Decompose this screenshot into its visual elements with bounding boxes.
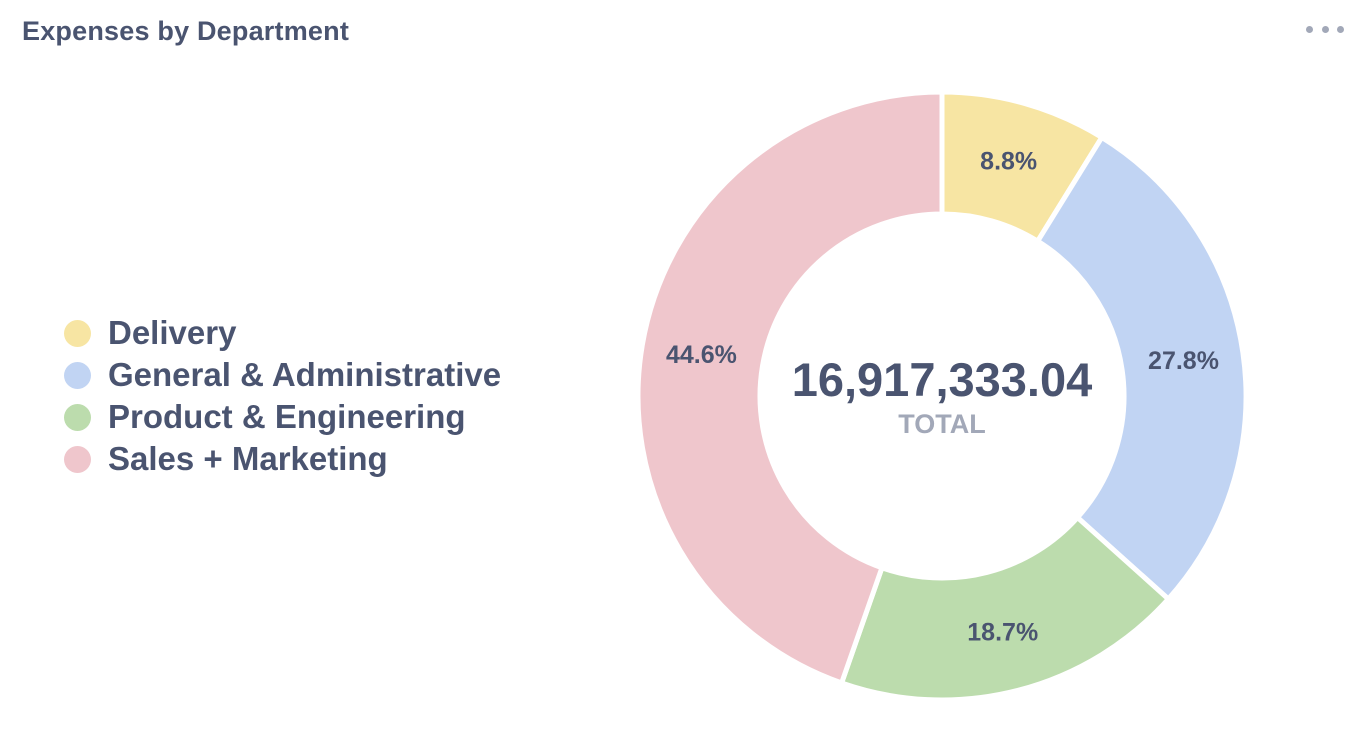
slice-percent-label: 27.8%	[1148, 347, 1219, 375]
legend-label: General & Administrative	[108, 356, 502, 393]
legend-item-delivery[interactable]: Delivery	[64, 312, 501, 354]
legend-label: Product & Engineering	[108, 398, 466, 435]
legend-swatch-sales-marketing	[64, 445, 91, 473]
legend-swatch-general-administrative	[64, 361, 91, 389]
slice-percent-label: 44.6%	[666, 341, 737, 369]
donut-slice-general-administrative[interactable]	[1035, 134, 1249, 602]
legend-label: Sales + Marketing	[108, 440, 388, 477]
donut-slice-sales-marketing[interactable]	[635, 89, 945, 686]
legend-item-general-administrative[interactable]: General & Administrative	[64, 354, 501, 396]
center-total-caption: TOTAL	[898, 409, 986, 439]
more-options-icon-dot	[1337, 25, 1344, 33]
center-total-value: 16,917,333.04	[791, 353, 1093, 406]
legend-label: Delivery	[108, 314, 237, 351]
donut-slice-product-engineering[interactable]	[839, 515, 1171, 703]
chart-legend: Delivery General & Administrative Produc…	[64, 312, 501, 480]
legend-item-product-engineering[interactable]: Product & Engineering	[64, 396, 501, 438]
more-options-icon-dot	[1321, 25, 1329, 33]
more-options-button[interactable]	[1306, 18, 1344, 40]
slice-percent-label: 18.7%	[967, 618, 1038, 646]
legend-item-sales-marketing[interactable]: Sales + Marketing	[64, 438, 501, 480]
legend-swatch-delivery	[64, 319, 91, 347]
card-title: Expenses by Department	[22, 16, 350, 46]
slice-percent-label: 8.8%	[980, 147, 1037, 175]
legend-swatch-product-engineering	[64, 403, 91, 431]
more-options-icon	[1306, 25, 1313, 33]
